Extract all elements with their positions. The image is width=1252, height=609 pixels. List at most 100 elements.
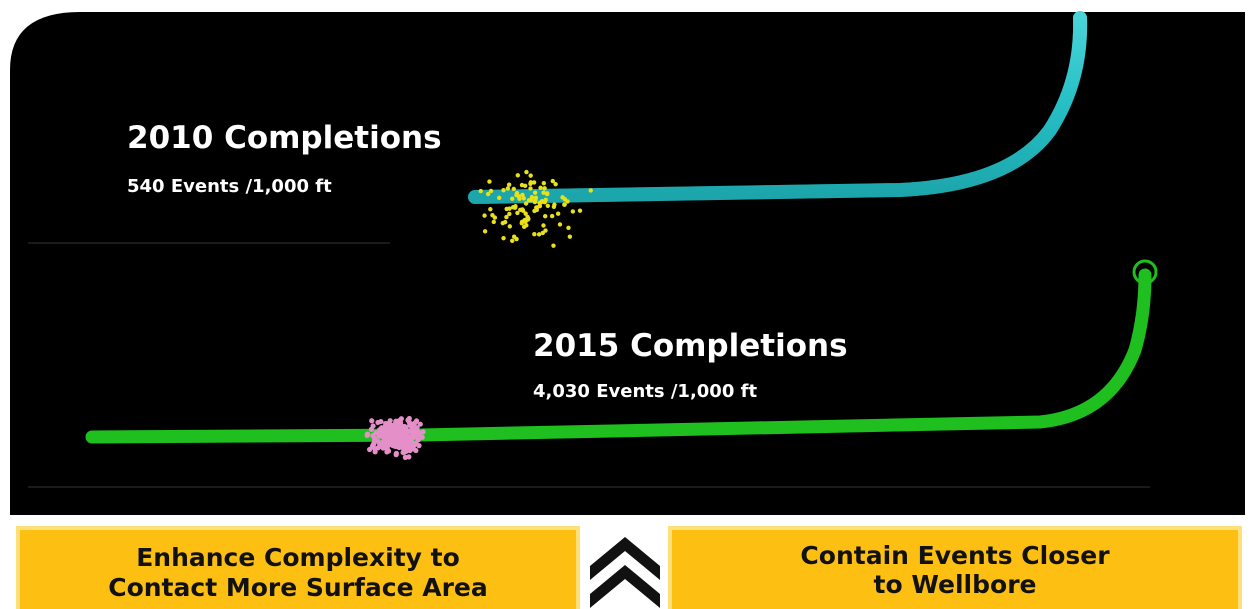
event-dot — [550, 178, 555, 184]
event-dot — [370, 432, 376, 439]
callout-box — [668, 526, 1242, 609]
event-dot — [385, 448, 392, 454]
event-dot — [528, 186, 533, 191]
event-dot — [409, 435, 415, 441]
event-dot — [386, 439, 392, 445]
event-dot — [551, 243, 556, 248]
event-dot — [505, 186, 511, 191]
event-dot — [488, 188, 494, 194]
well-title: 2015 Completions — [533, 328, 848, 364]
event-dot — [406, 454, 412, 460]
event-dot — [385, 433, 391, 439]
event-dot — [482, 229, 488, 234]
event-dot — [507, 211, 512, 217]
chevron — [590, 537, 660, 580]
event-dot — [532, 232, 537, 237]
event-dot — [577, 208, 583, 213]
events-2010 — [478, 169, 593, 248]
event-dot — [502, 219, 508, 225]
event-dot — [403, 448, 409, 455]
chevron — [590, 565, 660, 608]
event-dot — [413, 440, 419, 446]
event-dot — [515, 173, 521, 178]
event-dot — [415, 428, 421, 435]
wellhead — [1132, 259, 1158, 285]
event-dot — [524, 223, 529, 228]
event-dot — [510, 238, 515, 244]
event-dot — [539, 199, 545, 204]
event-dot — [551, 204, 557, 209]
event-dot — [541, 223, 546, 228]
event-dot — [524, 169, 529, 175]
event-dot — [541, 190, 546, 195]
wellbore-2010-tint — [468, 11, 1088, 204]
event-dot — [497, 195, 502, 201]
event-dot — [403, 436, 410, 442]
event-dot — [407, 439, 413, 446]
event-dot — [485, 191, 491, 197]
event-dot — [512, 205, 518, 210]
event-dot — [544, 191, 550, 197]
event-dot — [543, 228, 548, 233]
event-dot — [501, 235, 506, 241]
event-dot — [528, 173, 533, 178]
dark-panel — [10, 12, 1245, 515]
event-dot — [566, 225, 571, 231]
event-dot — [410, 446, 416, 452]
event-dot — [523, 201, 529, 206]
event-dot — [368, 426, 374, 433]
event-dot — [553, 181, 558, 187]
event-dot — [406, 444, 412, 450]
event-dot — [370, 441, 376, 447]
event-dot — [565, 199, 570, 204]
well-title: 2010 Completions — [127, 120, 442, 156]
event-dot — [588, 188, 593, 193]
event-dot — [510, 196, 515, 201]
event-dot — [382, 444, 388, 450]
event-dot — [506, 182, 512, 187]
event-dot — [491, 219, 496, 225]
event-dot — [478, 188, 483, 194]
event-dot — [555, 211, 561, 216]
event-dot — [393, 418, 399, 425]
event-dot — [492, 215, 498, 220]
event-dot — [364, 432, 370, 438]
event-dot — [392, 431, 398, 437]
callout-box — [16, 526, 580, 609]
event-dot — [520, 192, 525, 198]
event-dot — [487, 179, 492, 184]
event-dot — [377, 442, 383, 448]
event-dot — [515, 210, 520, 216]
event-dot — [391, 443, 397, 449]
event-dot — [524, 217, 530, 223]
event-dot — [504, 214, 509, 220]
event-dot — [522, 183, 528, 188]
event-dot — [405, 417, 411, 423]
callout-text: Contact More Surface Area — [108, 573, 488, 602]
event-dot — [532, 190, 538, 195]
event-dot — [531, 180, 537, 185]
event-dot — [520, 207, 525, 212]
event-dot — [562, 202, 567, 207]
wellbore-2015 — [85, 268, 1152, 444]
event-dot — [541, 181, 547, 186]
event-dot — [507, 224, 513, 229]
event-dot — [519, 221, 524, 226]
event-dot — [397, 440, 403, 447]
event-dot — [560, 195, 565, 200]
event-dot — [413, 418, 420, 424]
event-dot — [385, 424, 391, 430]
event-dot — [521, 196, 526, 201]
event-dot — [372, 449, 378, 455]
event-dot — [405, 428, 411, 434]
event-dot — [375, 419, 381, 426]
event-dot — [543, 197, 548, 203]
event-dot — [545, 203, 551, 208]
event-dot — [501, 188, 506, 193]
event-dot — [538, 185, 543, 191]
event-dot — [488, 207, 493, 212]
event-dot — [514, 193, 519, 198]
event-dot — [523, 211, 528, 216]
